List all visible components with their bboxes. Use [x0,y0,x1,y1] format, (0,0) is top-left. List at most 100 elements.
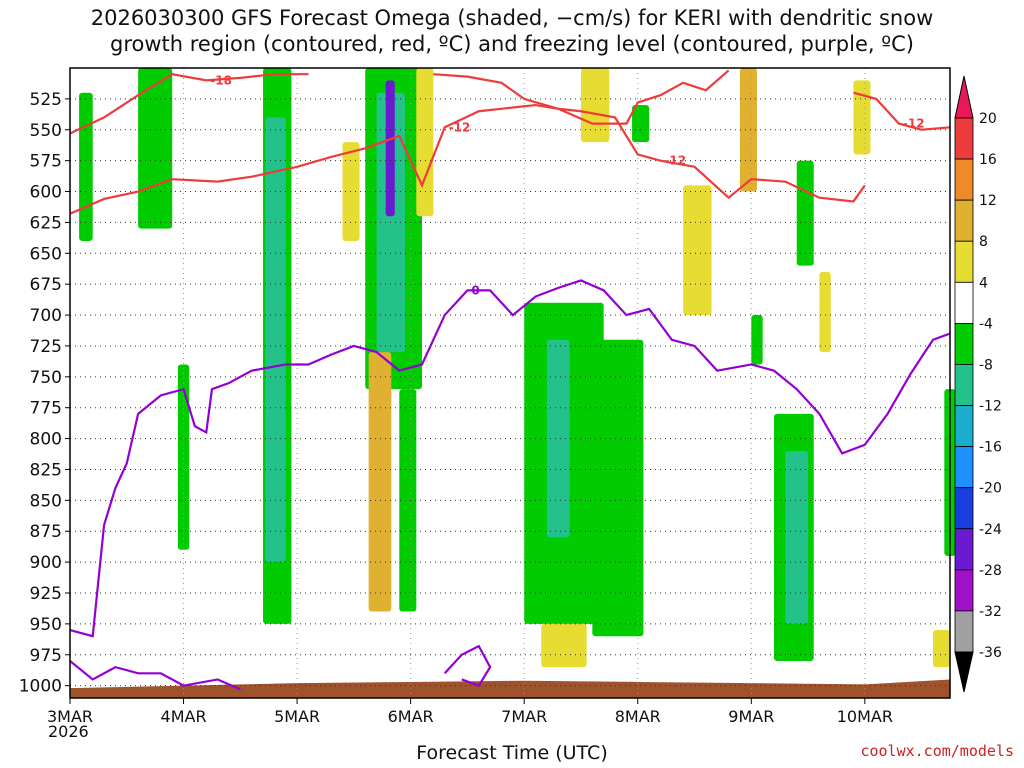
y-tick-label-650: 650 [30,244,62,264]
freezing-level-0 [69,279,951,638]
x-tick-label-3MAR: 3MAR [47,707,93,726]
y-tick-label-900: 900 [30,553,62,573]
omega-region-8 [416,68,434,217]
y-tick-label-825: 825 [30,460,62,480]
y-tick-label-575: 575 [30,152,62,172]
y-tick-label-875: 875 [30,522,62,542]
dgz-isotherm-1 [69,69,730,215]
omega-region-19 [683,185,712,316]
x-tick-label-8MAR: 8MAR [615,707,661,726]
plot-background [70,68,950,698]
colorbar-top-arrow [954,75,974,119]
colorbar: 20 16 12 8 4 -4 -8 -12 -16 -20 -24 -28 -32 -36 [954,75,1002,693]
dgz-isotherm-label-1: -12 [449,120,471,134]
colorbar-label-13: -36 [979,645,1002,661]
colorbar-segment-10 [954,487,974,530]
omega-region-9 [342,142,360,241]
chart-title-line2: growth region (contoured, red, ºC) and f… [110,32,914,56]
x-tick-label-9MAR: 9MAR [728,707,774,726]
colorbar-segment-4 [954,240,974,283]
y-tick-label-750: 750 [30,368,62,388]
x-tick-label-4MAR: 4MAR [161,707,207,726]
colorbar-label-6: -8 [979,357,993,373]
plot-area: -18 -12 -12 -12 0 525 550 575 600 625 650 675 700 725… [19,67,956,726]
y-tick-label-525: 525 [30,90,62,110]
omega-region-15 [541,623,587,668]
dgz-isotherm-label-3: -12 [903,117,925,131]
omega-region-21 [751,315,763,365]
plot-frame [69,67,951,699]
colorbar-segment-11 [954,528,974,571]
colorbar-label-5: -4 [979,316,993,332]
y-tick-label-700: 700 [30,306,62,326]
y-tick-label-975: 975 [30,646,62,666]
dgz-isotherm-3 [853,91,951,131]
omega-region-18 [632,105,650,143]
colorbar-segment-13 [954,610,974,653]
omega-region-10 [399,389,417,612]
freezing-level-label-0: 0 [471,283,479,297]
terrain-fill [70,679,950,698]
x-tick-label-10MAR: 10MAR [837,707,893,726]
omega-region-23 [785,450,809,624]
y-tick-label-850: 850 [30,491,62,511]
y-tick-label-725: 725 [30,337,62,357]
colorbar-label-10: -24 [979,522,1002,538]
omega-region-25 [819,271,831,353]
x-tick-label-5MAR: 5MAR [274,707,320,726]
colorbar-label-11: -28 [979,563,1002,579]
colorbar-label-3: 8 [979,234,988,250]
dgz-isotherm-0 [69,73,309,135]
colorbar-segment-7 [954,364,974,406]
x-tick-label-6MAR: 6MAR [388,707,434,726]
omega-region-7 [385,80,395,217]
y-tick-label-950: 950 [30,615,62,635]
dgz-isotherm-label-0: -18 [210,73,232,87]
omega-region-16 [592,339,644,637]
dgz-isotherm-label-2: -12 [664,154,686,168]
colorbar-label-7: -12 [979,399,1002,415]
colorbar-label-1: 16 [979,152,997,168]
chart-title-line1: 2026030300 GFS Forecast Omega (shaded, −… [90,6,934,30]
omega-region-24 [796,160,814,266]
freezing-level-1 [69,660,241,691]
y-tick-label-550: 550 [30,121,62,141]
x-tick-label-7MAR: 7MAR [501,707,547,726]
colorbar-segment-12 [954,569,974,612]
colorbar-label-9: -20 [979,481,1002,497]
colorbar-label-4: 4 [979,275,988,291]
omega-region-17 [580,68,610,143]
y-tick-label-925: 925 [30,584,62,604]
colorbar-label-8: -16 [979,440,1002,456]
colorbar-segment-5 [954,281,974,324]
dgz-isotherm-2 [433,73,866,203]
freezing-level-2 [443,644,492,687]
omega-region-12 [368,352,392,612]
omega-region-0 [79,92,93,241]
colorbar-segment-9 [954,446,974,489]
colorbar-segment-8 [954,405,974,448]
y-tick-label-775: 775 [30,399,62,419]
y-tick-label-1000: 1000 [19,677,62,697]
omega-region-4 [265,117,286,563]
colorbar-segment-1 [954,117,974,160]
omega-region-28 [932,630,950,668]
colorbar-label-12: -32 [979,604,1002,620]
y-tick-label-625: 625 [30,213,62,233]
credit-label: coolwx.com/models [860,742,1014,760]
colorbar-label-2: 12 [979,193,997,209]
omega-region-14 [546,339,570,538]
colorbar-segment-3 [954,199,974,242]
omega-region-2 [177,364,190,550]
x-axis-label: Forecast Time (UTC) [416,742,608,764]
y-tick-label-800: 800 [30,430,62,450]
y-tick-label-600: 600 [30,183,62,203]
omega-region-20 [739,68,757,192]
colorbar-bottom-arrow [954,651,974,693]
omega-region-26 [853,80,871,155]
y-tick-label-675: 675 [30,275,62,295]
colorbar-segment-6 [954,322,974,365]
colorbar-segment-2 [954,158,974,201]
colorbar-label-0: 20 [979,111,997,127]
